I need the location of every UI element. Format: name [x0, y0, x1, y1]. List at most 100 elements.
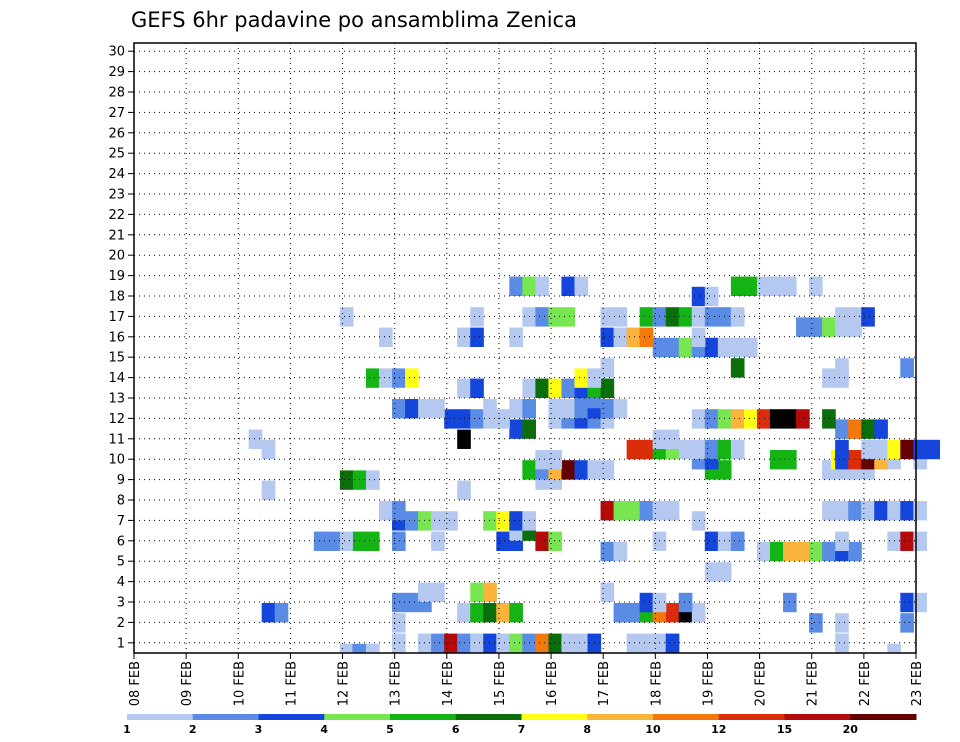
heatmap-cell	[796, 409, 810, 429]
heatmap-cell	[261, 480, 276, 500]
heatmap-cell	[457, 409, 471, 429]
heatmap-cell	[509, 511, 523, 531]
heatmap-cell	[769, 541, 784, 562]
x-tick-label: 17 FEB	[597, 661, 612, 706]
heatmap-cell	[613, 541, 628, 562]
heatmap-cell	[678, 592, 693, 613]
heatmap-cell	[600, 582, 615, 602]
heatmap-cell	[339, 531, 354, 551]
heatmap-cells	[248, 276, 941, 653]
heatmap-cell	[887, 643, 901, 653]
heatmap-cell	[665, 337, 680, 358]
heatmap-cell	[822, 501, 836, 521]
heatmap-cell	[704, 562, 719, 582]
y-tick-label: 20	[108, 249, 125, 264]
heatmap-cell	[717, 409, 732, 429]
heatmap-cell	[848, 501, 862, 521]
x-tick-label: 19 FEB	[701, 661, 716, 706]
heatmap-cell	[548, 633, 563, 653]
heatmap-cell	[704, 409, 719, 429]
heatmap-cell	[600, 460, 615, 480]
x-axis: 08 FEB 09 FEB 10 FEB 11 FEB 12 FEB 13 FEB 14 F…	[128, 653, 925, 706]
heatmap-cell	[313, 531, 328, 551]
colorbar-label: 5	[386, 723, 394, 736]
heatmap-cell	[535, 633, 550, 653]
heatmap-cell	[418, 399, 432, 419]
heatmap-cell	[639, 501, 654, 521]
heatmap-cell	[874, 439, 888, 460]
heatmap-cell	[835, 501, 849, 521]
heatmap-cell	[861, 501, 875, 521]
y-tick-label: 23	[108, 188, 125, 203]
y-tick-label: 10	[108, 453, 125, 468]
y-tick-label: 12	[108, 412, 125, 427]
y-tick-label: 15	[108, 351, 125, 366]
y-tick-label: 2	[117, 616, 125, 631]
heatmap-cell	[730, 307, 745, 327]
colorbar-segment	[192, 714, 259, 720]
heatmap-cell	[444, 409, 458, 429]
heatmap-cell	[548, 450, 563, 470]
heatmap-cell	[835, 439, 849, 460]
heatmap-cell	[405, 511, 419, 531]
heatmap-cell	[796, 541, 810, 562]
heatmap-cell	[561, 399, 576, 419]
heatmap-cell	[444, 511, 458, 531]
heatmap-cell	[431, 399, 445, 419]
heatmap-cell	[470, 307, 484, 327]
heatmap-cell	[900, 592, 914, 613]
heatmap-cell	[717, 460, 732, 480]
heatmap-cell	[457, 378, 471, 398]
heatmap-cell	[704, 307, 719, 327]
heatmap-cell	[809, 317, 823, 337]
heatmap-cell	[470, 633, 484, 653]
heatmap-cell	[535, 276, 550, 296]
heatmap-cell	[900, 358, 914, 378]
grid-lines	[134, 43, 916, 653]
heatmap-cell	[561, 378, 576, 398]
colorbar-label: 4	[320, 723, 328, 736]
heatmap-cell	[783, 541, 797, 562]
y-tick-label: 17	[108, 310, 125, 325]
heatmap-cell	[730, 358, 745, 378]
heatmap-cell	[600, 358, 615, 378]
heatmap-cell	[483, 399, 497, 419]
heatmap-cell	[639, 592, 654, 613]
heatmap-cell	[600, 501, 615, 521]
heatmap-cell	[365, 368, 380, 388]
heatmap-cell	[691, 603, 706, 623]
heatmap-cell	[835, 531, 849, 551]
heatmap-cell	[769, 409, 784, 429]
heatmap-cell	[274, 603, 289, 623]
heatmap-cell	[848, 419, 862, 439]
x-tick-label: 09 FEB	[180, 661, 195, 706]
x-tick-label: 15 FEB	[493, 661, 508, 706]
heatmap-cell	[822, 409, 836, 429]
heatmap-cell	[522, 276, 536, 296]
y-tick-label: 8	[117, 494, 125, 509]
heatmap-cell	[926, 439, 941, 460]
heatmap-cell	[483, 511, 497, 531]
heatmap-cell	[522, 460, 536, 480]
heatmap-cell	[418, 582, 432, 602]
heatmap-cell	[600, 307, 615, 327]
y-tick-label: 22	[108, 208, 125, 223]
heatmap-cell	[796, 317, 810, 337]
heatmap-cell	[717, 337, 732, 358]
y-tick-label: 3	[117, 596, 125, 611]
heatmap-cell	[339, 470, 354, 490]
y-tick-label: 7	[117, 514, 125, 529]
heatmap-cell	[339, 643, 354, 653]
heatmap-cell	[574, 368, 589, 388]
heatmap-cell	[392, 633, 406, 653]
heatmap-cell	[665, 429, 680, 449]
heatmap-cell	[574, 633, 589, 653]
heatmap-cell	[848, 450, 862, 470]
heatmap-cell	[431, 582, 445, 602]
x-tick-label: 18 FEB	[649, 661, 664, 706]
heatmap-cell	[431, 511, 445, 531]
y-tick-label: 21	[108, 228, 125, 243]
heatmap-cell	[756, 409, 771, 429]
heatmap-cell	[470, 582, 484, 602]
